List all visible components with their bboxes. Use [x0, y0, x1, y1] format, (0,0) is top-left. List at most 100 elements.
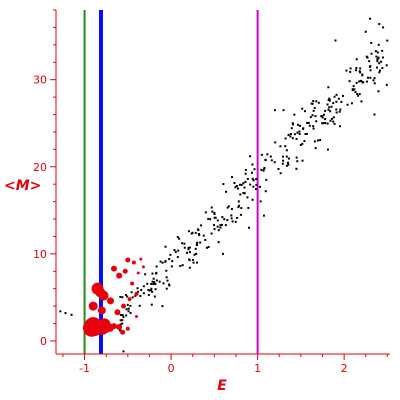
- data-point: [129, 312, 132, 315]
- data-point: [230, 176, 233, 179]
- data-point: [138, 304, 141, 307]
- data-point: [329, 119, 332, 122]
- data-point: [295, 156, 298, 159]
- data-point: [350, 102, 353, 105]
- data-point: [155, 265, 158, 268]
- data-point: [339, 108, 342, 111]
- data-point: [187, 248, 190, 251]
- data-point: [269, 155, 272, 158]
- data-point: [313, 140, 316, 143]
- data-point: [209, 218, 212, 221]
- red-data-point: [116, 272, 123, 279]
- data-point: [161, 261, 164, 264]
- data-point: [358, 80, 361, 83]
- data-point: [213, 211, 216, 214]
- red-data-point: [134, 291, 139, 296]
- data-point: [346, 103, 349, 106]
- data-point: [153, 295, 156, 298]
- red-data-point: [130, 281, 135, 286]
- data-point: [176, 255, 179, 258]
- data-point: [312, 127, 315, 130]
- data-point: [270, 159, 273, 162]
- data-point: [303, 140, 306, 143]
- data-point: [359, 79, 362, 82]
- data-point: [373, 77, 376, 80]
- data-point: [198, 232, 201, 235]
- data-point: [125, 308, 128, 311]
- data-point: [359, 67, 362, 70]
- data-point: [369, 76, 372, 79]
- data-point: [335, 108, 338, 111]
- data-point: [372, 79, 375, 82]
- data-point: [314, 147, 317, 150]
- data-point: [127, 307, 130, 310]
- data-point: [142, 285, 145, 288]
- data-point: [221, 216, 224, 219]
- data-point: [199, 224, 202, 227]
- data-point: [285, 149, 288, 152]
- data-point: [119, 319, 122, 322]
- red-data-point: [116, 324, 123, 331]
- data-point: [214, 216, 217, 219]
- data-point: [207, 245, 210, 248]
- data-point: [315, 100, 318, 103]
- data-point: [335, 111, 338, 114]
- data-point: [216, 219, 219, 222]
- data-point: [330, 117, 333, 120]
- data-point: [349, 70, 352, 73]
- data-point: [376, 58, 379, 61]
- data-point: [285, 164, 288, 167]
- data-point: [333, 122, 336, 125]
- data-point: [168, 284, 171, 287]
- data-point: [321, 122, 324, 125]
- data-point: [194, 247, 197, 250]
- data-point: [377, 57, 380, 60]
- data-point: [59, 310, 62, 313]
- data-point: [188, 251, 191, 254]
- data-point: [188, 246, 191, 249]
- data-point: [377, 90, 380, 93]
- data-point: [332, 102, 335, 105]
- x-tick-label: 0: [168, 362, 175, 375]
- data-point: [382, 26, 385, 29]
- data-point: [292, 123, 295, 126]
- data-point: [188, 266, 191, 269]
- red-data-point: [110, 323, 117, 330]
- data-point: [326, 122, 329, 125]
- data-point: [70, 313, 73, 316]
- data-point: [296, 123, 299, 126]
- data-point: [119, 328, 122, 331]
- data-point: [251, 198, 254, 201]
- data-point: [295, 137, 298, 140]
- data-point: [324, 118, 327, 121]
- data-point: [338, 110, 341, 113]
- data-point: [282, 155, 285, 158]
- data-point: [154, 282, 157, 285]
- data-point: [127, 310, 130, 313]
- data-point: [235, 185, 238, 188]
- data-point: [247, 206, 250, 209]
- data-point: [358, 70, 361, 73]
- data-point: [222, 183, 225, 186]
- data-point: [174, 250, 177, 253]
- data-point: [237, 200, 240, 203]
- data-point: [252, 185, 255, 188]
- data-point: [210, 206, 213, 209]
- data-point: [119, 314, 122, 317]
- data-point: [204, 238, 207, 241]
- data-point: [317, 101, 320, 104]
- data-point: [376, 60, 379, 63]
- data-point: [284, 145, 287, 148]
- data-point: [255, 188, 258, 191]
- data-point: [166, 279, 169, 282]
- data-point: [187, 230, 190, 233]
- data-point: [349, 67, 352, 70]
- data-point: [366, 56, 369, 59]
- red-data-point: [88, 301, 98, 311]
- data-point: [187, 246, 190, 249]
- data-point: [376, 51, 379, 54]
- data-point: [287, 157, 290, 160]
- data-point: [122, 350, 125, 353]
- data-point: [176, 236, 179, 239]
- data-point: [306, 121, 309, 124]
